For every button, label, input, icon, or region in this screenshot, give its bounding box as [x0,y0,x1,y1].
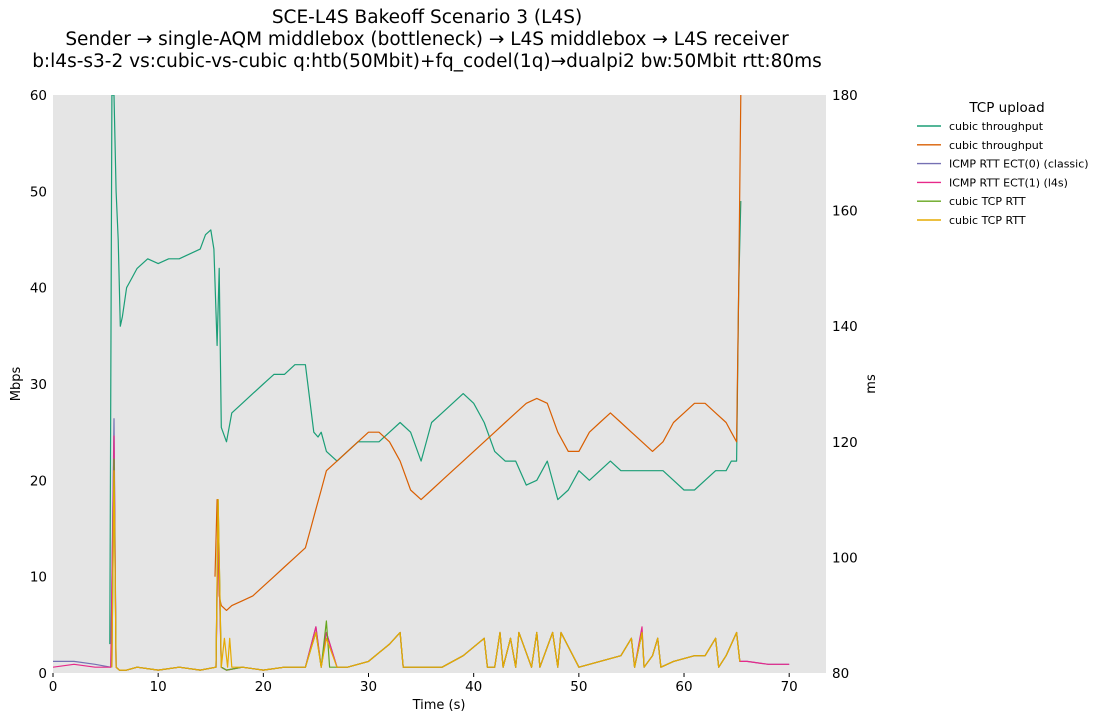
y2-tick-label: 180 [832,88,858,104]
y-tick-label: 50 [30,184,47,200]
series-line-1 [109,95,742,645]
x-tick-label: 40 [465,679,482,695]
y-tick-label: 20 [30,473,47,489]
y2-tick-label: 140 [832,319,858,335]
legend-entry-1: cubic throughput [949,120,1044,133]
x-tick-label: 30 [360,679,377,695]
series-layer [53,95,790,671]
series-line-2 [214,95,742,612]
x-tick-label: 20 [255,679,272,695]
x-tick-label: 0 [49,679,58,695]
x-tick-label: 10 [150,679,167,695]
chart-subtitle-config: b:l4s-s3-2 vs:cubic-vs-cubic q:htb(50Mbi… [32,51,822,72]
y-axis-label: Mbps [9,367,24,402]
legend-entry-5: cubic TCP RTT [949,195,1026,208]
x-tick-label: 60 [675,679,692,695]
legend: TCP upload cubic throughput cubic through… [917,100,1089,227]
x-tick-label: 70 [781,679,798,695]
y2-axis-label: ms [864,374,879,394]
y2-tick-label: 100 [832,550,858,566]
chart-title: SCE-L4S Bakeoff Scenario 3 (L4S) [271,7,583,28]
series-line-6 [111,470,741,671]
y-tick-label: 30 [30,377,47,393]
legend-entry-6: cubic TCP RTT [949,214,1026,227]
legend-entry-2: cubic throughput [949,139,1044,152]
y2-tick-label: 80 [832,666,849,682]
y2-tick-label: 160 [832,204,858,220]
y-tick-label: 60 [30,88,47,104]
axes-layer: 0 10 20 30 40 50 60 70 0 10 20 30 40 50 60 80 100 120 140 1… [30,88,858,695]
y-tick-label: 0 [38,666,47,682]
legend-entry-4: ICMP RTT ECT(1) (l4s) [949,176,1068,189]
legend-title: TCP upload [968,100,1044,116]
plot-area [53,95,826,673]
x-tick-label: 50 [570,679,587,695]
chart-subtitle: Sender → single-AQM middlebox (bottlenec… [65,29,789,50]
y-tick-label: 40 [30,281,47,297]
x-axis-label: Time (s) [412,698,466,713]
legend-entry-3: ICMP RTT ECT(0) (classic) [949,158,1089,171]
y2-tick-label: 120 [832,435,858,451]
y-tick-label: 10 [30,570,47,586]
